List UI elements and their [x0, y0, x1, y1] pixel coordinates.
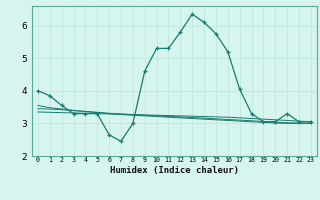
X-axis label: Humidex (Indice chaleur): Humidex (Indice chaleur): [110, 166, 239, 175]
